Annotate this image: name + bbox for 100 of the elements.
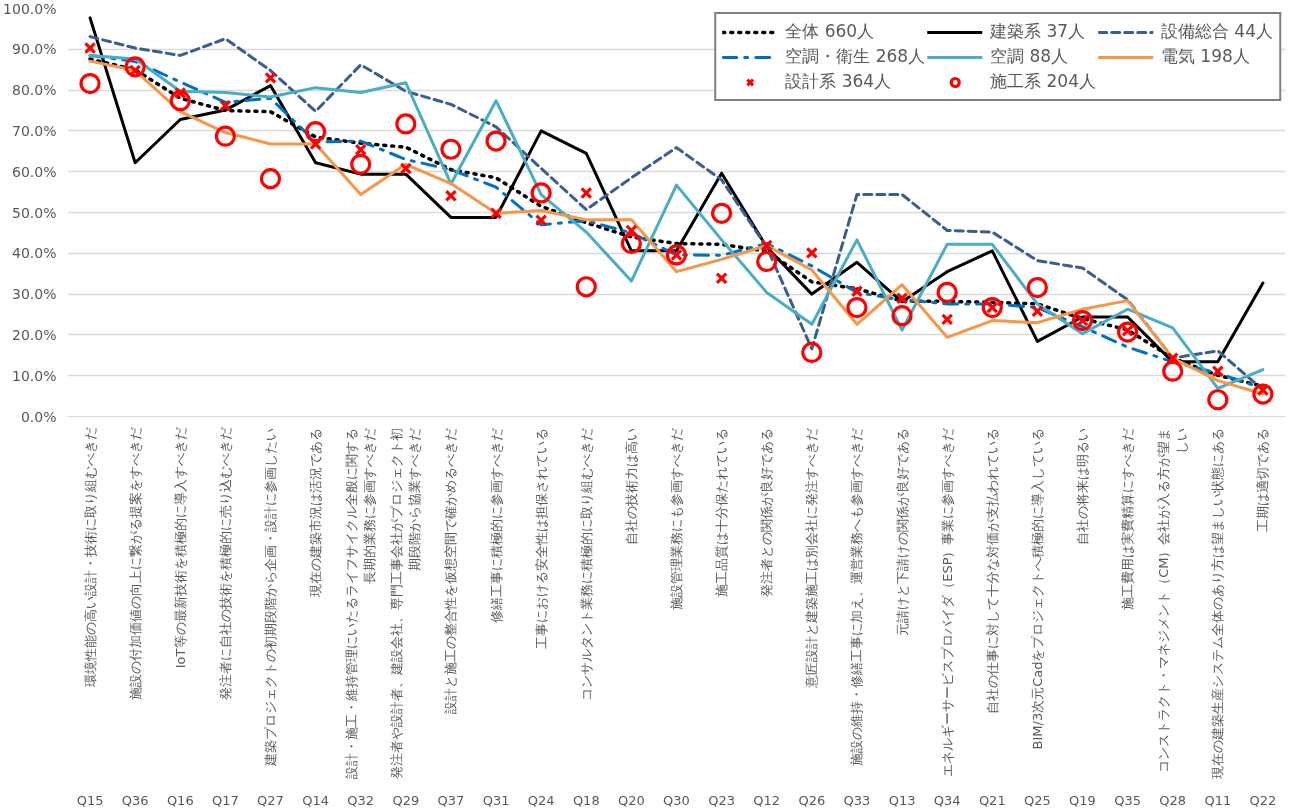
y-tick-label: 20.0% (12, 326, 57, 343)
point (259, 168, 282, 190)
x-tick-label: 意匠設計と建築施工は別会社に発注すべきだ (804, 427, 820, 689)
x-tick-label: 環境性能の高い設計・技術に取り組むべきだ (82, 427, 98, 688)
x-tick-label: 施設管理業務にも参画すべきだ (669, 427, 684, 610)
point (1207, 389, 1229, 411)
y-tick-label: 30.0% (12, 286, 57, 303)
y-tick-label: 0.0% (20, 408, 57, 425)
point (214, 125, 236, 147)
point (350, 153, 372, 175)
x-tick-label: コンサルタント業務に積極的に取り組むべきだ (578, 427, 594, 701)
x-tick-label: BIM/3次元Cadをプロジェクトへ積極的に導入している (1029, 427, 1045, 750)
point (805, 246, 819, 260)
point (1026, 276, 1048, 299)
y-tick-label: 40.0% (12, 245, 57, 262)
text: Q37 (437, 792, 465, 808)
y-tick-label: 60.0% (12, 163, 57, 180)
point (575, 276, 597, 298)
text: Q17 (212, 792, 239, 808)
point (305, 121, 327, 143)
point (1117, 321, 1139, 343)
point (940, 313, 954, 326)
point (711, 202, 733, 224)
text: Q11 (1204, 792, 1232, 808)
point (1071, 310, 1094, 332)
x-tick-label: IoT等の最新技術を積極的に導入すべきだ (172, 427, 188, 669)
point (891, 305, 913, 327)
point (485, 130, 507, 152)
text: Q32 (347, 792, 375, 808)
x-tick-label: 施工費用は実費精算にすべきだ (1120, 427, 1136, 610)
text: Q34 (933, 792, 961, 808)
x-tick-label: 現在の建築生産システム全体のあり方は望ましい状態にある (1210, 427, 1226, 779)
point (760, 239, 773, 252)
point (801, 341, 823, 364)
text: Q15 (76, 792, 104, 808)
text: Q33 (843, 792, 871, 808)
text: Q14 (302, 792, 330, 808)
y-tick-label: 90.0% (12, 41, 57, 58)
point (534, 214, 548, 227)
point (440, 138, 462, 160)
point (264, 71, 277, 85)
text: Q30 (663, 792, 690, 808)
text: Q29 (392, 792, 420, 808)
x-tick-label: 自社の技術力は高い (623, 427, 639, 545)
point (756, 250, 778, 273)
x-tick-label: 施設の付加価値の向上に繋がる提案をすべきだ (127, 427, 143, 701)
y-tick-label: 80.0% (12, 82, 57, 99)
point (444, 189, 458, 202)
x-tick-label: 設計と施工の整合性を仮想空間で確かめるべきだ (443, 427, 459, 714)
text: Q36 (121, 792, 149, 808)
point (79, 72, 101, 95)
y-tick-label: 10.0% (12, 367, 57, 384)
text: Q12 (753, 792, 781, 808)
x-tick-label: 自社の仕事に対して十分な対価が支払われている (984, 427, 1000, 714)
x-tick-label: 現在の建築市況は活況である (308, 427, 324, 597)
legend-label: 設計系 364人 (785, 70, 892, 93)
point (169, 90, 191, 112)
y-tick-label: 100.0% (3, 0, 57, 17)
y-tick-label: 50.0% (12, 204, 57, 221)
point (1252, 383, 1274, 405)
text: Q25 (1024, 792, 1051, 808)
point (489, 207, 503, 220)
point (83, 41, 97, 55)
legend-label: 空調 88人 (990, 45, 1069, 68)
text: Q26 (798, 792, 826, 808)
text: Q19 (1069, 792, 1096, 808)
text: Q13 (888, 792, 916, 808)
text: Q20 (618, 792, 645, 808)
x-tick-label: 元請けと下請けの関係が良好である (894, 427, 910, 636)
x-tick-label: 発注者や設計者、建設会社、専門工事会社がプロジェクト初期段階から協業すべきだ (389, 427, 423, 779)
legend-label: 施工系 204人 (990, 70, 1096, 93)
x-tick-label: 設計・施工・維持管理にいたるライフサイクル全般に関する長期的業務に参画すべきだ (344, 427, 378, 779)
x-tick-label: 工事における安全性は担保されている (533, 427, 549, 649)
x-tick-label: 発注者に自社の技術を積極的に売り込むべきだ (217, 427, 233, 701)
text: Q18 (572, 792, 600, 808)
legend-label: 設備総合 44人 (1160, 20, 1273, 43)
point (846, 296, 868, 319)
point (530, 182, 552, 204)
y-tick-label: 70.0% (12, 122, 57, 139)
legend-label: 建築系 37人 (990, 20, 1086, 43)
point (219, 99, 232, 112)
point (580, 186, 593, 200)
text: Q21 (978, 792, 1006, 808)
x-tick-label: コンストラクト・マネジメント（CM）会社が入る方が望ましい (1156, 427, 1190, 773)
point (1031, 305, 1044, 318)
text: Q28 (1159, 792, 1187, 808)
text: Q35 (1114, 792, 1142, 808)
point (124, 56, 146, 78)
x-tick-label: 施設の維持・修繕工事に加え、運営業務へも参画すべきだ (849, 427, 865, 766)
point (354, 143, 367, 156)
legend-label: 電気 198人 (1160, 45, 1250, 68)
x-tick-label: 発注者との関係が良好である (759, 427, 775, 597)
x-tick-label: 建築プロジェクトの初期段階から企画・設計に参画したい (263, 427, 278, 767)
legend-label: 空調・衛生 268人 (785, 45, 926, 68)
point (1211, 365, 1225, 378)
point (620, 232, 642, 255)
text: Q27 (257, 792, 284, 808)
x-tick-label: 自社の将来は明るい (1075, 427, 1090, 545)
text: Q23 (708, 792, 736, 808)
text: Q31 (482, 792, 510, 808)
